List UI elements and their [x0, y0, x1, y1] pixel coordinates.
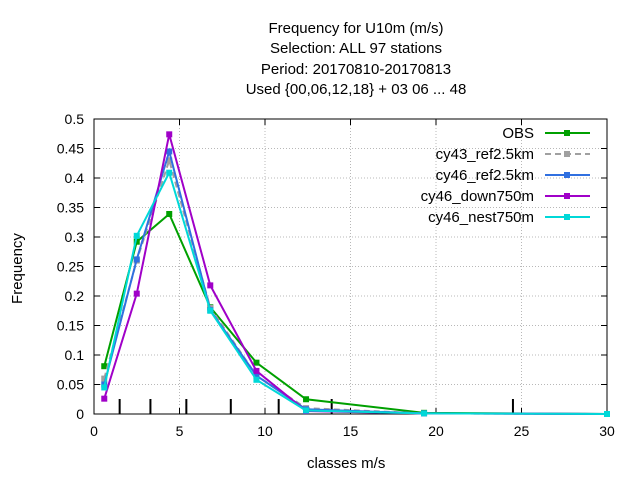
legend-marker-OBS [564, 130, 570, 136]
data-point-OBS-2 [166, 210, 173, 217]
data-point-cy46_down750m-0 [101, 395, 108, 402]
data-point-cy46_nest750m-7 [604, 411, 610, 417]
chart-grid [94, 119, 607, 414]
y-tick-label-9: 0.45 [57, 141, 84, 157]
series-cy46_nest750m [101, 169, 610, 417]
x-tick-label-6: 30 [599, 423, 615, 439]
x-tick-label-1: 5 [176, 423, 184, 439]
legend-marker-cy46_nest750m [564, 214, 570, 220]
data-point-cy46_nest750m-5 [303, 407, 310, 414]
y-tick-label-3: 0.15 [57, 318, 84, 334]
legend-marker-cy43_ref2.5km [564, 151, 570, 157]
legend-label-cy46_nest750m: cy46_nest750m [428, 209, 534, 226]
data-point-cy46_down750m-3 [207, 282, 214, 289]
x-tick-label-2: 10 [257, 423, 273, 439]
axis-ticks: 0 5 10 15 20 25 30 0 0.05 0.1 0.15 0.2 0.25 0.3 0.35 0.… [57, 111, 615, 439]
legend-label-cy43_ref2.5km: cy43_ref2.5km [436, 146, 534, 163]
legend-label-cy46_ref2.5km: cy46_ref2.5km [436, 167, 534, 184]
y-tick-label-8: 0.4 [65, 170, 85, 186]
x-tick-label-3: 15 [343, 423, 359, 439]
y-tick-label-0: 0 [76, 406, 84, 422]
y-tick-label-4: 0.2 [65, 288, 85, 304]
y-tick-label-7: 0.35 [57, 200, 84, 216]
data-point-cy46_nest750m-1 [133, 232, 140, 239]
y-tick-label-2: 0.1 [65, 347, 85, 363]
data-point-cy46_ref2.5km-1 [133, 256, 140, 263]
series-layer [101, 131, 610, 417]
x-axis-label: classes m/s [307, 455, 386, 472]
y-tick-label-1: 0.05 [57, 377, 84, 393]
data-point-cy46_down750m-4 [253, 367, 260, 374]
data-point-cy46_ref2.5km-2 [166, 148, 173, 155]
series-line-OBS [103, 212, 608, 415]
y-tick-label-5: 0.25 [57, 259, 84, 275]
data-point-cy46_nest750m-4 [253, 376, 260, 383]
data-point-cy46_down750m-2 [166, 131, 173, 138]
data-point-cy46_ref2.5km-4 [253, 372, 260, 379]
data-point-cy46_down750m-1 [133, 290, 140, 297]
chart-title-line-2: Selection: ALL 97 stations [269, 40, 443, 57]
y-tick-label-6: 0.3 [65, 229, 85, 245]
x-tick-label-5: 25 [514, 423, 530, 439]
data-point-cy46_nest750m-0 [101, 384, 108, 391]
chart-title-line-1: Frequency for U10m (m/s) [268, 20, 444, 37]
data-point-OBS-4 [253, 359, 260, 366]
series-line-cy46_nest750m [103, 170, 608, 415]
data-point-OBS-1 [133, 238, 140, 245]
y-axis-label: Frequency [8, 233, 26, 304]
data-point-cy46_nest750m-6 [421, 410, 428, 417]
legend-marker-cy46_down750m [564, 193, 570, 199]
chart-legend: OBS cy43_ref2.5km cy46_ref2.5km cy46_down75… [421, 125, 590, 226]
y-tick-label-10: 0.5 [65, 111, 85, 127]
chart-title-line-3: Period: 20170810-20170813 [260, 61, 452, 78]
data-point-cy46_nest750m-3 [207, 307, 214, 314]
data-point-OBS-0 [101, 363, 108, 370]
data-point-cy43_ref2.5km-2 [166, 157, 173, 164]
chart-title-line-4: Used {00,06,12,18} + 03 06 ... 48 [245, 81, 467, 98]
series-OBS [101, 210, 610, 417]
data-point-cy43_ref2.5km-0 [101, 375, 108, 382]
data-point-cy46_nest750m-2 [166, 169, 173, 176]
x-tick-label-4: 20 [428, 423, 444, 439]
x-tick-label-0: 0 [90, 423, 98, 439]
data-point-OBS-5 [303, 396, 310, 403]
legend-label-cy46_down750m: cy46_down750m [421, 188, 534, 205]
legend-label-OBS: OBS [502, 125, 534, 142]
legend-marker-cy46_ref2.5km [564, 172, 570, 178]
